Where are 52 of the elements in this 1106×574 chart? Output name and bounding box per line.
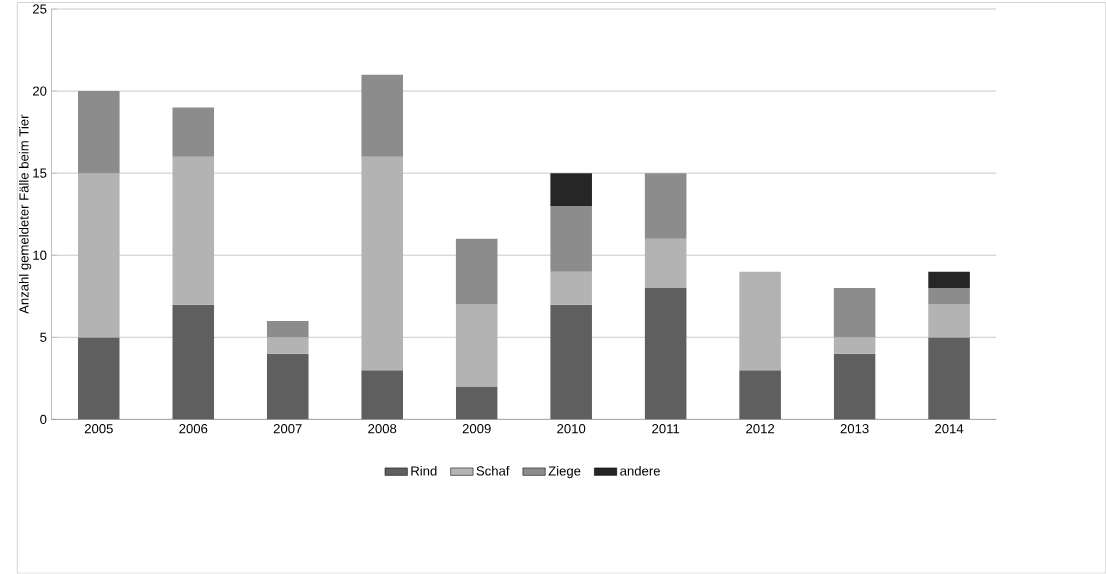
bar bbox=[644, 288, 687, 420]
bar bbox=[928, 288, 970, 305]
bar bbox=[455, 386, 498, 420]
bar bbox=[833, 353, 876, 420]
bar bbox=[928, 337, 970, 420]
y-tick-label: 15 bbox=[33, 168, 47, 178]
bar bbox=[266, 337, 309, 354]
bar bbox=[361, 370, 404, 420]
bar bbox=[455, 304, 498, 387]
bar bbox=[266, 321, 309, 338]
y-tick-label: 5 bbox=[40, 332, 47, 343]
x-tick-label: 2007 bbox=[273, 424, 302, 434]
legend-label: Rind bbox=[411, 466, 437, 476]
bar bbox=[739, 370, 781, 420]
bar bbox=[644, 239, 687, 289]
y-axis-title: Anzahl gemeldeter Fälle beim Tier bbox=[18, 115, 32, 315]
y-tick-label: 10 bbox=[33, 250, 47, 261]
y-tick-label: 25 bbox=[33, 4, 47, 14]
bar bbox=[928, 304, 970, 338]
bar bbox=[833, 288, 876, 338]
y-tick-label: 0 bbox=[40, 414, 47, 425]
bar bbox=[550, 304, 592, 420]
x-tick-label: 2005 bbox=[84, 424, 113, 434]
bar bbox=[928, 271, 970, 289]
bar bbox=[172, 156, 215, 305]
x-tick-label: 2009 bbox=[462, 424, 491, 434]
x-tick-label: 2010 bbox=[557, 424, 586, 434]
bar bbox=[361, 156, 404, 371]
bar bbox=[550, 173, 592, 207]
x-tick-label: 2012 bbox=[746, 424, 775, 434]
bar bbox=[550, 271, 592, 305]
bar bbox=[833, 337, 876, 354]
bar bbox=[172, 304, 215, 420]
bar bbox=[550, 206, 592, 272]
x-tick-label: 2008 bbox=[368, 424, 397, 434]
x-tick-label: 2006 bbox=[179, 424, 208, 434]
legend-label: Ziege bbox=[548, 466, 581, 479]
bar bbox=[78, 173, 120, 338]
x-tick-label: 2011 bbox=[652, 424, 680, 434]
x-tick-label: 2013 bbox=[840, 424, 869, 434]
legend-label: Schaf bbox=[476, 466, 510, 476]
bar bbox=[455, 239, 498, 305]
bar bbox=[172, 107, 215, 157]
bar bbox=[644, 173, 687, 240]
bar bbox=[78, 91, 120, 174]
bar bbox=[78, 337, 120, 420]
x-tick-label: 2014 bbox=[935, 424, 964, 434]
legend-label: andere bbox=[620, 466, 660, 476]
bar bbox=[739, 271, 781, 371]
bar bbox=[266, 353, 309, 420]
y-tick-label: 20 bbox=[33, 86, 47, 96]
bar bbox=[361, 74, 404, 157]
